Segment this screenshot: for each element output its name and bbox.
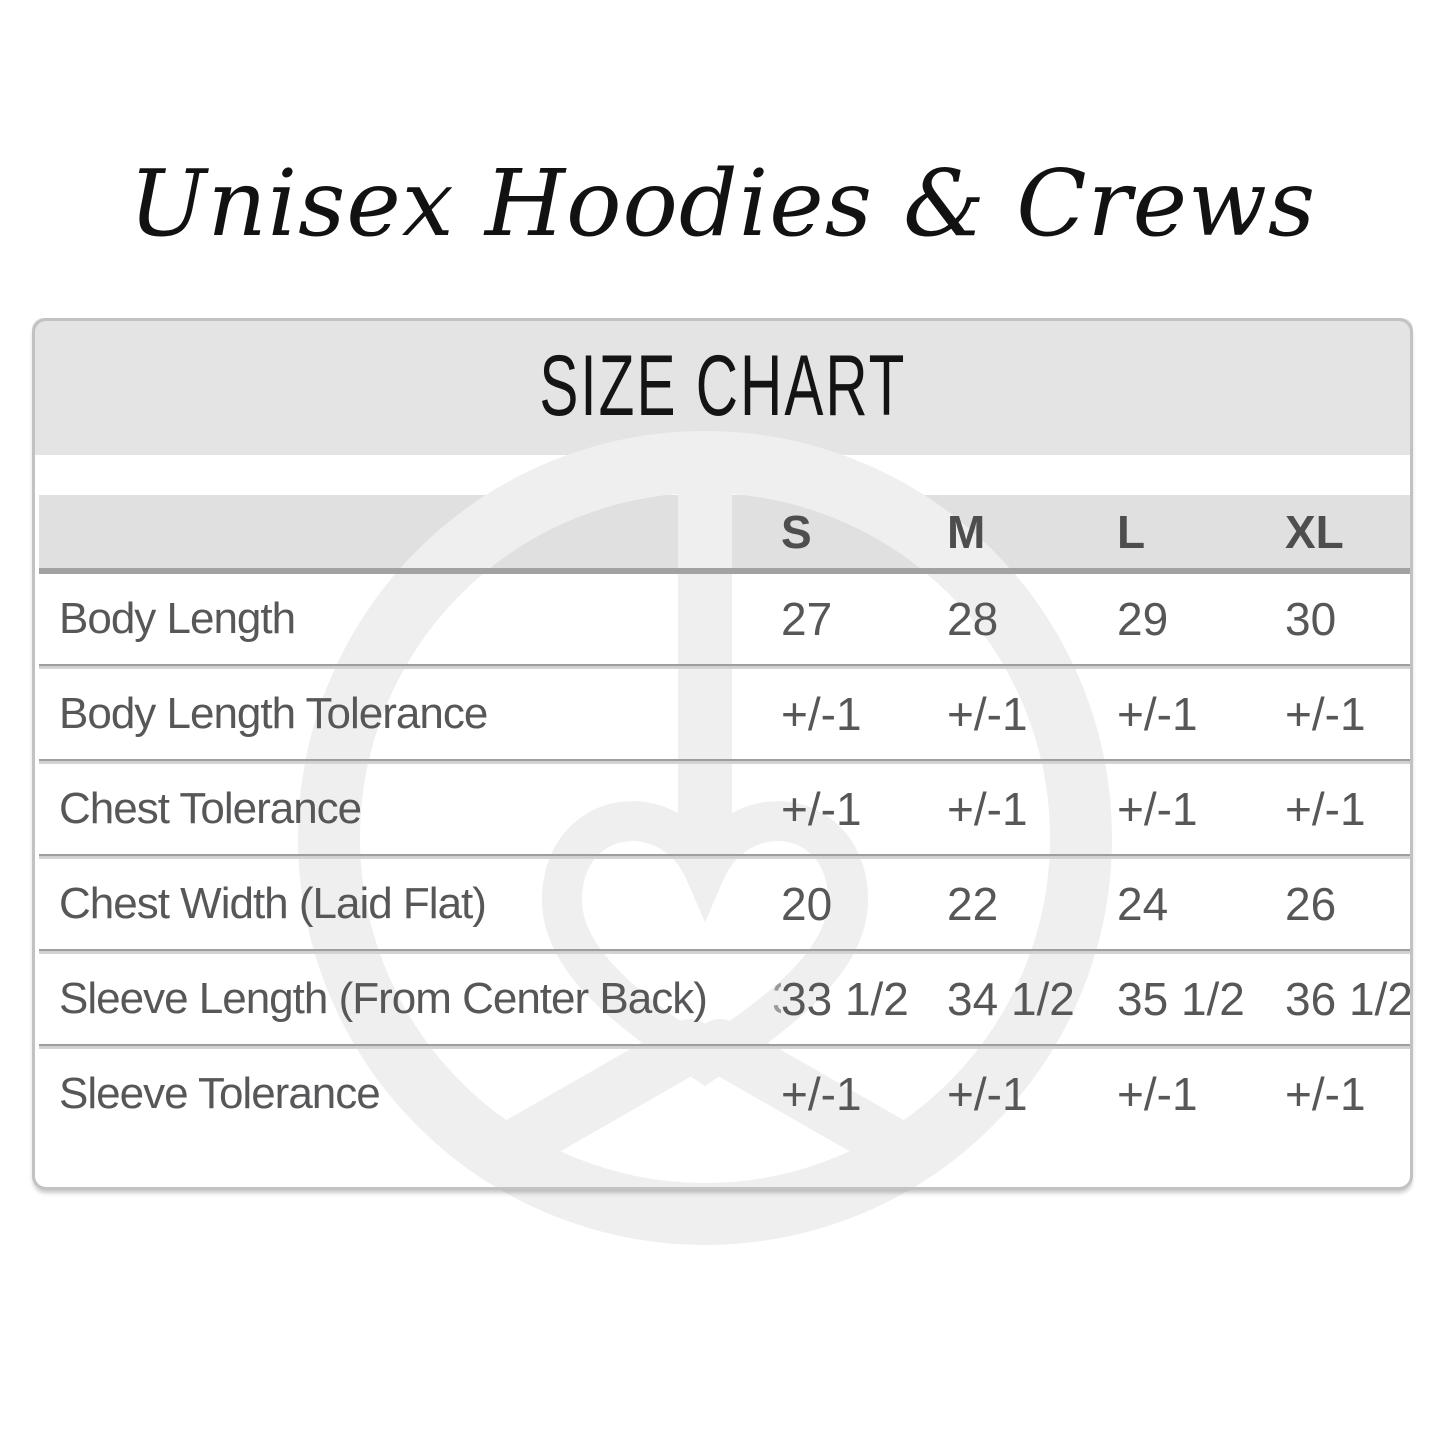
row-label: Sleeve Tolerance [59,1069,381,1118]
size-chart-grid: S M L XL Body Length 27 28 29 30 Body Le… [39,495,1413,1187]
cell-xl: +/-1 [1285,688,1366,740]
cell-s: 27 [781,593,833,645]
cell-xl: 26 [1285,878,1337,930]
size-chart-header-band: SIZE CHART [32,318,1413,455]
cell-m: 34 1/2 [947,973,1075,1025]
column-header-row: S M L XL [39,495,1413,568]
cell-s: +/-1 [781,1068,862,1120]
column-header-s: S [781,505,812,558]
cell-l: 29 [1117,593,1169,645]
header-gap [32,455,1413,495]
cell-xl: 30 [1285,593,1337,645]
cell-xl: +/-1 [1285,1068,1366,1120]
row-separator [39,759,1413,764]
clipped-overflow-char: 3 [772,974,781,1024]
cell-xl: 36 1/2 [1285,973,1413,1025]
row-separator [39,664,1413,669]
cell-s: +/-1 [781,688,862,740]
table-row-body-length: Body Length 27 28 29 30 [39,574,1413,664]
cell-xl: +/-1 [1285,783,1366,835]
cell-m: +/-1 [947,688,1028,740]
cell-l: 24 [1117,878,1169,930]
row-label: Chest Width (Laid Flat) [59,879,487,928]
table-row-sleeve-length: Sleeve Length (From Center Back) 3 33 1/… [39,954,1413,1044]
cell-m: +/-1 [947,783,1028,835]
size-chart-title: SIZE CHART [538,338,906,434]
cell-s: +/-1 [781,783,862,835]
cell-l: +/-1 [1117,688,1198,740]
table-row-chest-tolerance: Chest Tolerance +/-1 +/-1 +/-1 +/-1 [39,764,1413,854]
row-label: Sleeve Length (From Center Back) 3 [39,974,781,1024]
table-bottom-padding [39,1139,1413,1187]
column-header-xl: XL [1285,505,1344,558]
cell-l: 35 1/2 [1117,973,1245,1025]
size-chart-table: SIZE CHART S M L XL Body Length 27 28 29… [32,318,1413,1190]
column-header-l: L [1117,505,1146,558]
row-label-text: Sleeve Length (From Center Back) [59,974,708,1023]
cell-s: 33 1/2 [781,973,909,1025]
row-separator [39,854,1413,859]
table-row-sleeve-tolerance: Sleeve Tolerance +/-1 +/-1 +/-1 +/-1 [39,1049,1413,1139]
table-row-body-length-tolerance: Body Length Tolerance +/-1 +/-1 +/-1 +/-… [39,669,1413,759]
column-header-underline [39,568,1413,574]
page-title: Unisex Hoodies & Crews [128,150,1317,257]
row-label: Chest Tolerance [59,784,362,833]
cell-m: 22 [947,878,999,930]
cell-m: +/-1 [947,1068,1028,1120]
row-separator [39,1044,1413,1049]
column-header-m: M [947,505,986,558]
cell-m: 28 [947,593,999,645]
cell-l: +/-1 [1117,1068,1198,1120]
cell-l: +/-1 [1117,783,1198,835]
cell-s: 20 [781,878,833,930]
row-label: Body Length Tolerance [59,689,488,738]
row-label: Body Length [59,594,296,643]
table-row-chest-width: Chest Width (Laid Flat) 20 22 24 26 [39,859,1413,949]
row-separator [39,949,1413,954]
